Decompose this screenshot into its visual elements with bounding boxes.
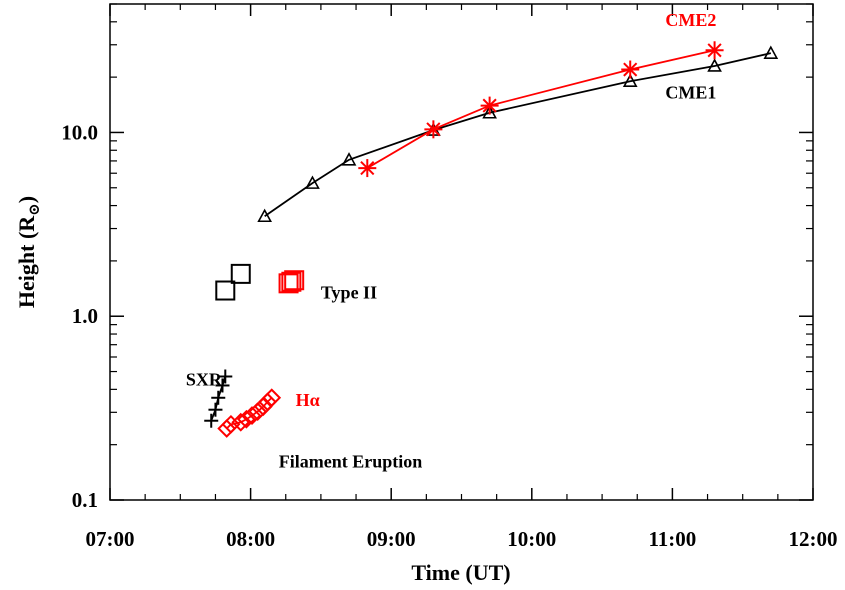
- data-point-sxr: [215, 378, 230, 393]
- axis-ticks: 07:00 08:00 09:00 10:00 11:00 12:00 0.1 1.0 10.0: [61, 3, 838, 551]
- data-point-sxr: [218, 369, 233, 384]
- series-type-ii: [278, 270, 305, 294]
- x-tick-label: 10:00: [507, 527, 556, 551]
- data-point-cme1: [763, 45, 779, 59]
- data-point-h: [236, 409, 256, 429]
- annotation-label: SXR: [186, 369, 223, 389]
- annotation-label: CME1: [665, 83, 716, 103]
- data-point-sxr: [204, 413, 219, 428]
- data-point-sxr: [208, 402, 223, 417]
- data-point-type-ii: [281, 271, 302, 292]
- data-point-cme2: [424, 120, 443, 139]
- series-cme1: [257, 45, 779, 223]
- data-point-type-ii: [215, 280, 236, 301]
- x-tick-label: 09:00: [367, 527, 416, 551]
- y-axis-label-sub: ⊙: [27, 203, 43, 216]
- data-point-h: [217, 419, 237, 438]
- data-point-cme1: [341, 152, 357, 166]
- series-sxr: [204, 369, 233, 428]
- y-tick-label: 1.0: [72, 304, 98, 328]
- plot-frame: [109, 3, 814, 501]
- series-line-cme1: [264, 52, 772, 217]
- data-point-h: [262, 388, 282, 408]
- y-tick-label: 0.1: [72, 488, 98, 512]
- y-tick-label: 10.0: [61, 120, 98, 144]
- annotation-label: Type II: [321, 282, 377, 302]
- data-point-h: [231, 412, 251, 432]
- annotation-label: Filament Eruption: [279, 452, 423, 472]
- x-tick-label: 11:00: [648, 527, 696, 551]
- annotations: CME2 CME1 Type II SXR Hα Filament Eruption: [186, 10, 716, 472]
- data-point-sxr: [211, 390, 226, 405]
- data-point-cme2: [621, 60, 640, 79]
- data-point-cme1: [257, 208, 273, 223]
- data-point-h: [221, 414, 241, 434]
- y-axis-label-main: Height (R: [14, 215, 39, 308]
- data-point-type-ii: [284, 270, 305, 291]
- x-tick-label: 07:00: [86, 527, 135, 551]
- data-point-cme1: [707, 58, 722, 72]
- y-axis-label-close: ): [14, 196, 39, 203]
- data-point-cme1: [622, 73, 638, 88]
- data-point-h: [248, 402, 268, 421]
- data-point-h: [242, 406, 262, 425]
- y-axis-label: Height (R⊙): [14, 196, 43, 308]
- data-point-cme1: [305, 175, 320, 189]
- series-cme2: [358, 41, 724, 178]
- data-point-type-ii: [230, 263, 251, 284]
- annotation-label: Hα: [296, 390, 320, 410]
- data-point-cme2: [358, 159, 377, 178]
- series-h: [217, 388, 282, 438]
- x-tick-label: 08:00: [226, 527, 275, 551]
- data-point-cme2: [480, 96, 499, 115]
- data-point-cme2: [705, 41, 724, 60]
- x-axis-label: Time (UT): [411, 560, 510, 585]
- data-point-cme1: [482, 105, 497, 119]
- data-point-type-ii: [278, 273, 299, 294]
- data-series: [204, 41, 779, 438]
- data-point-h: [258, 392, 277, 412]
- annotation-label: CME2: [665, 10, 716, 30]
- series-line-cme2: [366, 49, 715, 169]
- x-tick-label: 12:00: [789, 527, 838, 551]
- series-type-ii: [215, 263, 251, 301]
